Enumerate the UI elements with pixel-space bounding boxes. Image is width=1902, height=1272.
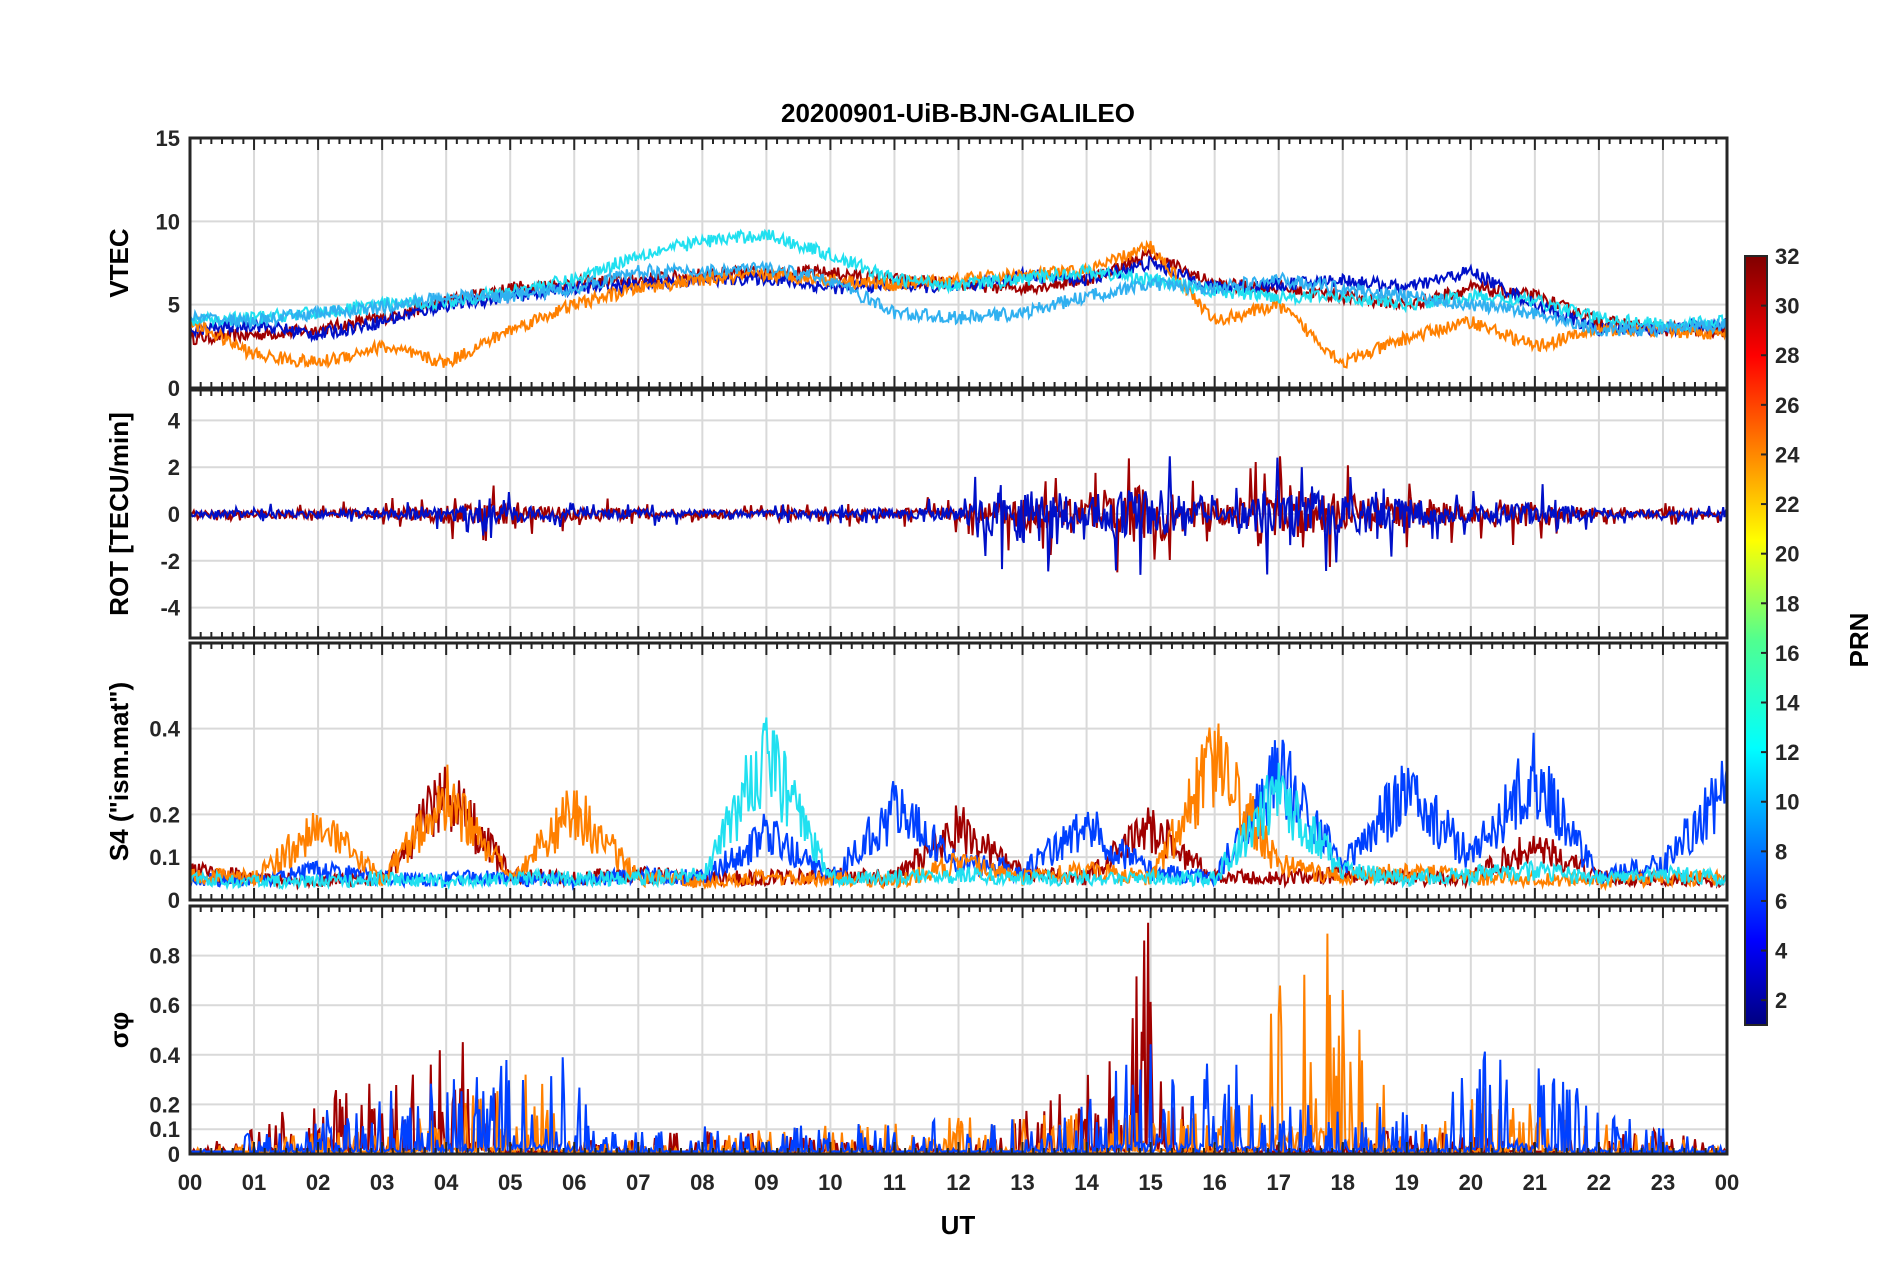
y-tick-label: 0.2 [149, 802, 180, 827]
y-tick-label: 0.4 [149, 717, 180, 742]
panel-4: 00.10.2 0.4 0.6 0.8 σφ [104, 904, 1729, 1167]
colorbar-tick-label: 16 [1775, 641, 1799, 666]
y-axis-label: VTEC [104, 228, 134, 298]
x-tick-label: 20 [1459, 1170, 1483, 1195]
x-tick-label: 02 [306, 1170, 330, 1195]
y-tick-label: 0.2 [149, 1092, 180, 1117]
panel-3: 0 0.1 0.2 0.4 S4 ("ism.mat") [104, 641, 1729, 913]
y-tick-label: 5 [168, 293, 180, 318]
y-axis-label: σφ [104, 1012, 134, 1048]
series-prn-2 [190, 456, 1727, 575]
y-tick-label: -4 [160, 596, 180, 621]
chart-title: 20200901-UiB-BJN-GALILEO [781, 98, 1135, 128]
x-axis-label: UT [941, 1210, 976, 1240]
colorbar-tick-label: 26 [1775, 393, 1799, 418]
y-tick-label: 0 [168, 888, 180, 913]
colorbar-tick-label: 2 [1775, 988, 1787, 1013]
colorbar-tick-label: 6 [1775, 889, 1787, 914]
y-tick-label: 0.6 [149, 993, 180, 1018]
colorbar-tick-label: 20 [1775, 542, 1799, 567]
colorbar-tick-label: 32 [1775, 244, 1799, 269]
series-group [190, 717, 1727, 892]
colorbar-tick-label: 18 [1775, 591, 1799, 616]
x-tick-label: 06 [562, 1170, 586, 1195]
panel-1: 0 5 10 15 VTEC [104, 126, 1729, 401]
colorbar-tick-label: 8 [1775, 839, 1787, 864]
x-tick-label: 16 [1202, 1170, 1226, 1195]
colorbar-tick-label: 22 [1775, 492, 1799, 517]
y-tick-label: -2 [160, 549, 180, 574]
colorbar-tick-label: 12 [1775, 740, 1799, 765]
panel-2: -4 -2 0 2 4 ROT [TECU/min] [104, 388, 1729, 640]
y-tick-label: 0 [168, 376, 180, 401]
x-tick-label: 10 [818, 1170, 842, 1195]
x-tick-label: 05 [498, 1170, 522, 1195]
x-tick-label: 00 [178, 1170, 202, 1195]
colorbar-tick-label: 30 [1775, 294, 1799, 319]
series-group [190, 228, 1727, 369]
colorbar-tick-label: 4 [1775, 939, 1788, 964]
y-tick-label: 0 [168, 1142, 180, 1167]
x-tick-label: 23 [1651, 1170, 1675, 1195]
x-tick-label: 03 [370, 1170, 394, 1195]
x-tick-label: 01 [242, 1170, 266, 1195]
colorbar-tick-label: 14 [1775, 691, 1800, 716]
series-group [190, 456, 1727, 575]
y-tick-label: 0.4 [149, 1043, 180, 1068]
x-tick-label: 12 [946, 1170, 970, 1195]
series-prn-24 [190, 239, 1727, 369]
x-tick-label: 00 [1715, 1170, 1739, 1195]
colorbar-label: PRN [1844, 613, 1874, 668]
x-tick-label: 19 [1395, 1170, 1419, 1195]
y-tick-label: 10 [156, 209, 180, 234]
x-tick-label: 09 [754, 1170, 778, 1195]
series-prn-10 [190, 260, 1727, 338]
x-tick-label: 22 [1587, 1170, 1611, 1195]
y-tick-label: 0 [168, 502, 180, 527]
x-tick-label: 18 [1331, 1170, 1355, 1195]
x-tick-label: 21 [1523, 1170, 1547, 1195]
y-tick-label: 15 [156, 126, 180, 151]
colorbar-tick-label: 28 [1775, 343, 1799, 368]
x-tick-label: 08 [690, 1170, 714, 1195]
x-tick-label: 14 [1074, 1170, 1099, 1195]
x-tick-label: 04 [434, 1170, 459, 1195]
series-prn-12 [190, 228, 1727, 333]
x-tick-label: 17 [1266, 1170, 1290, 1195]
y-tick-label: 0.1 [149, 1117, 180, 1142]
y-axis-label: ROT [TECU/min] [104, 412, 134, 616]
y-axis-label: S4 ("ism.mat") [104, 682, 134, 861]
series-prn-12 [190, 717, 1727, 891]
colorbar-tick-label: 24 [1775, 442, 1800, 467]
x-tick-label: 07 [626, 1170, 650, 1195]
colorbar-gradient [1744, 255, 1768, 1026]
colorbar-tick-label: 10 [1775, 790, 1799, 815]
y-tick-label: 4 [168, 408, 181, 433]
x-tick-label: 15 [1138, 1170, 1162, 1195]
y-tick-label: 0.8 [149, 944, 180, 969]
x-tick-label: 11 [883, 1170, 906, 1195]
x-tick-label: 13 [1010, 1170, 1034, 1195]
y-tick-label: 2 [168, 455, 180, 480]
y-tick-label: 0.1 [149, 845, 180, 870]
